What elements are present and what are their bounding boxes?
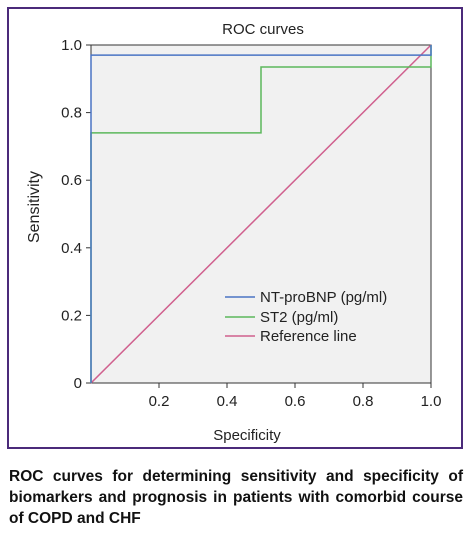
y-tick-label: 0.6	[61, 172, 82, 189]
series-lines	[90, 44, 432, 384]
legend: NT-proBNP (pg/ml) ST2 (pg/ml) Reference …	[225, 289, 387, 345]
axis-ticks: 0 0.2 0.4 0.6 0.8 1.0 0.2 0.4 0.6 0.8 1.0	[61, 37, 441, 410]
legend-label-st2: ST2 (pg/ml)	[260, 309, 338, 326]
figure-frame: ROC curves 0 0.2 0.4 0.6 0.8 1.0 0.2 0.4 0.6 0.8 1…	[7, 7, 463, 449]
x-axis-label: Specificity	[213, 427, 281, 444]
y-tick-label: 0.4	[61, 240, 82, 257]
x-tick-label: 0.8	[353, 393, 374, 410]
figure-caption: ROC curves for determining sensitivity a…	[9, 468, 463, 527]
y-tick-label: 0.8	[61, 105, 82, 122]
chart-title: ROC curves	[222, 21, 304, 38]
roc-chart: ROC curves 0 0.2 0.4 0.6 0.8 1.0 0.2 0.4 0.6 0.8 1…	[26, 21, 441, 444]
y-tick-label: 1.0	[61, 37, 82, 54]
x-tick-label: 0.4	[217, 393, 238, 410]
legend-label-ntprobnp: NT-proBNP (pg/ml)	[260, 289, 387, 306]
y-tick-label: 0	[74, 375, 82, 392]
y-tick-label: 0.2	[61, 307, 82, 324]
series-reference	[90, 44, 432, 384]
x-tick-label: 0.2	[149, 393, 170, 410]
y-axis-label: Sensitivity	[26, 171, 43, 243]
x-tick-label: 0.6	[285, 393, 306, 410]
series-ntprobnp	[90, 45, 432, 383]
legend-label-reference: Reference line	[260, 328, 357, 345]
x-tick-label: 1.0	[421, 393, 442, 410]
